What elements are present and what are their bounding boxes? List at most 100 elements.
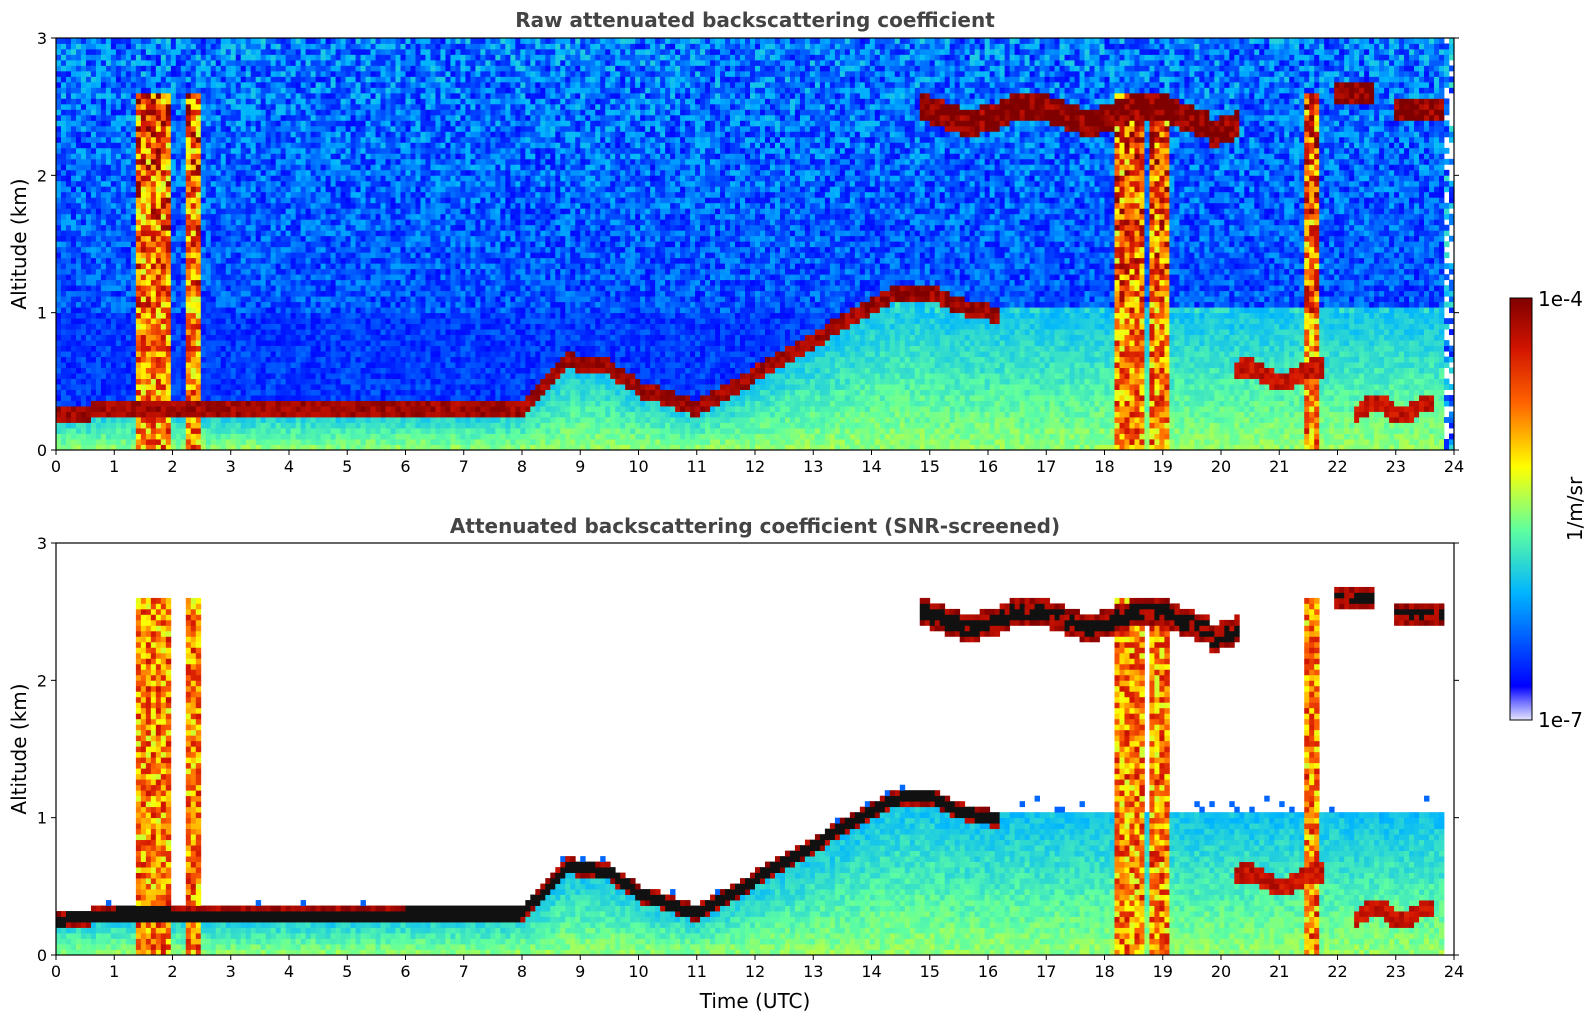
heatmap-cell [285,59,292,66]
heatmap-cell [335,180,341,187]
heatmap-cell [65,246,72,253]
heatmap-cell [335,76,341,83]
heatmap-cell [285,142,292,149]
heatmap-cell [110,175,117,182]
heatmap-cell [340,219,346,226]
heatmap-cell [220,114,227,121]
heatmap-cell [260,279,267,286]
heatmap-cell [305,323,312,330]
heatmap-cell [205,131,212,138]
heatmap-cell [105,417,112,423]
heatmap-cell [120,54,127,61]
heatmap-cell [225,120,232,127]
heatmap-cell [190,334,197,341]
heatmap-cell [80,230,87,237]
heatmap-cell [185,417,192,423]
heatmap-cell [115,384,122,390]
heatmap-cell [210,290,217,297]
heatmap-cell [150,323,157,330]
heatmap-cell [330,406,336,412]
heatmap-cell [150,329,157,336]
heatmap-cell [95,252,102,259]
heatmap-cell [225,296,232,303]
heatmap-cell [195,290,202,297]
heatmap-cell [330,169,336,176]
heatmap-cell [275,323,282,330]
heatmap-cell [65,202,72,209]
heatmap-cell [350,70,356,77]
heatmap-cell [60,136,67,143]
heatmap-cell [155,323,162,330]
heatmap-cell [190,213,197,220]
heatmap-cell [255,169,262,176]
heatmap-cell [90,76,97,83]
heatmap-cell [365,252,371,259]
heatmap-cell [375,59,381,66]
heatmap-cell [135,65,142,72]
heatmap-cell [200,279,207,286]
heatmap-cell [285,428,292,434]
heatmap-cell [170,323,177,330]
heatmap-cell [230,164,237,171]
heatmap-cell [355,48,361,55]
heatmap-cell [230,301,237,308]
heatmap-cell [150,241,157,248]
heatmap-cell [56,345,62,352]
heatmap-cell [170,169,177,176]
heatmap-cell [325,312,331,319]
heatmap-cell [255,38,262,44]
heatmap-cell [200,246,207,253]
heatmap-cell [380,98,386,105]
heatmap-cell [365,98,371,105]
heatmap-cell [260,362,267,368]
heatmap-cell [195,345,202,352]
heatmap-cell [185,411,192,418]
heatmap-cell [345,109,351,116]
heatmap-cell [200,334,207,341]
heatmap-cell [230,307,237,314]
heatmap-cell [80,252,87,259]
heatmap-cell [75,340,82,347]
heatmap-cell [280,131,287,138]
heatmap-cell [360,296,366,303]
heatmap-cell [335,417,341,423]
heatmap-cell [275,186,282,193]
heatmap-cell [110,252,117,259]
heatmap-cell [120,323,127,330]
heatmap-cell [190,367,197,374]
heatmap-cell [56,241,62,248]
heatmap-cell [120,38,127,44]
heatmap-cell [330,48,336,55]
heatmap-cell [165,268,172,275]
heatmap-cell [70,406,77,412]
heatmap-cell [240,197,247,204]
heatmap-cell [56,428,62,434]
heatmap-cell [230,318,237,325]
heatmap-cell [155,246,162,253]
heatmap-cell [370,356,376,363]
heatmap-cell [90,219,97,226]
heatmap-cell [180,131,187,138]
heatmap-cell [145,103,152,110]
heatmap-cell [95,147,102,154]
heatmap-cell [380,191,386,198]
heatmap-cell [295,48,302,55]
heatmap-cell [155,378,162,385]
heatmap-cell [56,120,62,127]
heatmap-cell [265,279,272,286]
heatmap-cell [350,180,356,187]
heatmap-cell [130,109,137,116]
heatmap-cell [225,147,232,154]
heatmap-cell [155,373,162,379]
heatmap-cell [345,219,351,226]
heatmap-cell [340,92,346,99]
heatmap-cell [335,153,341,160]
heatmap-cell [105,169,112,176]
heatmap-cell [295,301,302,308]
heatmap-cell [190,54,197,61]
heatmap-cell [290,422,297,429]
heatmap-cell [225,76,232,83]
heatmap-cell [240,38,247,44]
heatmap-cell [185,334,192,341]
heatmap-cell [105,147,112,154]
